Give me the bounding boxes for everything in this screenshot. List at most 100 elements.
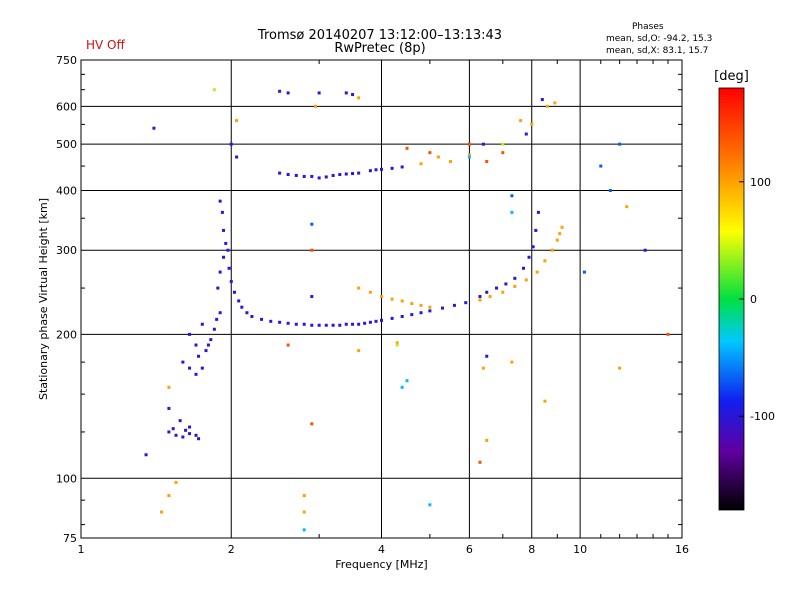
- phase-box-heading: Phases: [632, 22, 664, 32]
- x-tick-label: 8: [528, 543, 535, 556]
- echo-point: [380, 295, 383, 299]
- echo-point: [250, 314, 254, 318]
- echo-point: [625, 205, 629, 209]
- x-tick-label: 10: [573, 543, 587, 556]
- echo-point: [174, 480, 178, 484]
- echo-point: [338, 173, 342, 177]
- echo-point: [400, 385, 404, 389]
- echo-point: [666, 332, 670, 336]
- echo-point: [197, 354, 201, 358]
- echo-point: [643, 248, 647, 252]
- phase-x-mode-stats: mean, sd,X: 83.1, 15.7: [606, 46, 709, 56]
- echo-point: [485, 438, 489, 442]
- phase-o-mode-stats: mean, sd,O: -94.2, 15.3: [606, 34, 713, 44]
- echo-point: [524, 132, 528, 136]
- echo-point: [212, 88, 216, 92]
- echo-point: [286, 173, 290, 177]
- echo-point: [188, 432, 192, 436]
- echo-point: [395, 341, 399, 345]
- echo-point: [310, 422, 314, 426]
- echo-point: [286, 321, 290, 325]
- y-tick-label: 300: [56, 244, 77, 257]
- echo-point: [324, 323, 328, 327]
- echo-point: [331, 173, 335, 177]
- echo-point: [245, 311, 249, 315]
- echo-point: [351, 93, 355, 97]
- x-axis-ticks: 1 2 4 6 8 10 16: [78, 60, 689, 556]
- echo-point: [144, 453, 148, 457]
- echo-point: [513, 284, 517, 288]
- echo-point: [485, 354, 489, 358]
- y-tick-label: 100: [56, 472, 77, 485]
- echo-point: [405, 146, 409, 150]
- echo-point: [278, 89, 282, 93]
- echo-point: [209, 338, 213, 342]
- colorbar-ticks: 100 0 -100: [739, 176, 775, 423]
- echo-point: [229, 280, 233, 284]
- colorbar-tick-label: 100: [750, 176, 771, 189]
- echo-point: [524, 278, 528, 282]
- echo-point: [220, 210, 224, 214]
- echo-point: [357, 286, 361, 290]
- echo-point: [488, 295, 492, 299]
- echo-point: [536, 210, 540, 214]
- echo-point: [478, 298, 482, 302]
- echo-point: [608, 188, 612, 192]
- y-tick-label: 400: [56, 184, 77, 197]
- hv-status-label: HV Off: [86, 38, 125, 52]
- x-axis-label: Frequency [MHz]: [335, 558, 427, 571]
- echo-point: [302, 528, 306, 532]
- echo-point: [344, 172, 348, 176]
- echo-point: [294, 173, 298, 177]
- echo-point: [310, 323, 314, 327]
- echo-point: [485, 290, 489, 294]
- echo-point: [560, 225, 564, 229]
- echo-point: [510, 210, 514, 214]
- echo-point: [390, 166, 394, 170]
- echo-point: [501, 151, 505, 155]
- echo-point: [405, 379, 409, 383]
- echo-point: [269, 319, 273, 323]
- x-tick-label: 2: [228, 543, 235, 556]
- echo-point: [380, 167, 383, 171]
- echo-point: [410, 313, 414, 317]
- echo-point: [357, 171, 361, 175]
- echo-point: [286, 91, 290, 95]
- echo-point: [395, 343, 399, 347]
- echo-point: [535, 270, 539, 274]
- chart-title-line2: RwPretec (8p): [334, 41, 426, 56]
- y-tick-label: 500: [56, 138, 77, 151]
- y-tick-label: 750: [56, 54, 77, 67]
- echo-point: [338, 323, 342, 327]
- echo-point: [368, 290, 372, 294]
- echo-point: [310, 295, 314, 299]
- echo-point: [152, 126, 156, 130]
- echo-point: [558, 232, 562, 236]
- echo-point: [428, 503, 432, 507]
- echo-point: [410, 302, 414, 306]
- echo-point: [278, 320, 282, 324]
- echo-point: [188, 366, 192, 370]
- echo-point: [302, 510, 306, 514]
- echo-point: [167, 494, 171, 498]
- y-tick-label: 200: [56, 328, 77, 341]
- echo-point: [368, 169, 372, 173]
- echo-point: [344, 322, 348, 326]
- echo-point: [449, 159, 453, 163]
- echo-point: [467, 153, 471, 157]
- echo-point: [310, 174, 314, 178]
- x-tick-label: 6: [466, 543, 473, 556]
- echo-point: [419, 162, 423, 166]
- echo-point: [357, 322, 361, 326]
- echo-point: [540, 98, 544, 102]
- echo-point: [197, 437, 201, 441]
- echo-point: [555, 238, 559, 242]
- grid-lines: [81, 60, 682, 538]
- echo-point: [519, 119, 523, 123]
- echo-point: [181, 435, 185, 439]
- echo-point: [278, 171, 282, 175]
- echo-point: [227, 266, 231, 270]
- echo-point: [510, 194, 514, 198]
- echo-point: [374, 168, 378, 172]
- echo-point: [302, 174, 306, 178]
